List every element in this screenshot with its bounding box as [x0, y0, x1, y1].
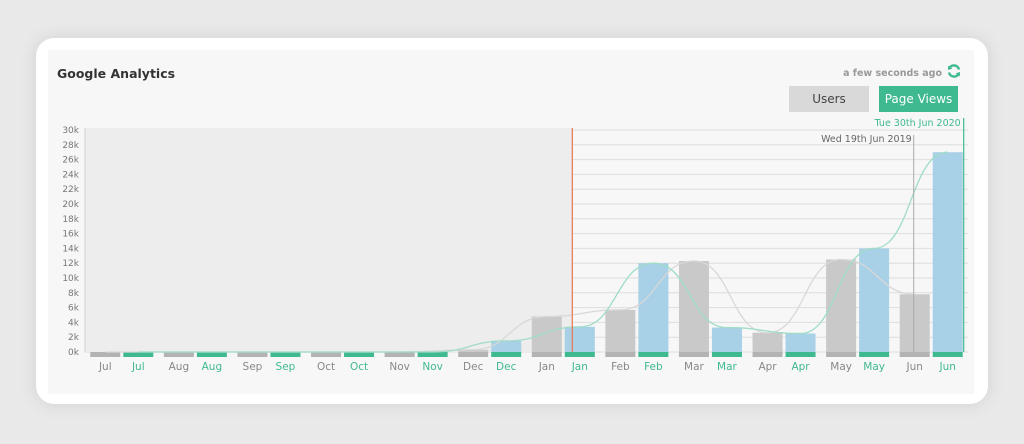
y-tick-label: 18k [62, 215, 79, 225]
x-label-current: Apr [791, 361, 810, 373]
bar-base-previous [826, 352, 857, 357]
bar-previous [752, 332, 783, 352]
bar-base-previous [163, 352, 194, 357]
marker-label-previous: Wed 19th Jun 2019 [821, 134, 912, 145]
bar-current [932, 152, 963, 352]
x-label-current: Feb [644, 361, 663, 373]
bar-previous [899, 294, 930, 352]
x-label-current: Mar [717, 361, 737, 373]
x-label-current: Oct [350, 361, 368, 373]
bar-base-current [417, 352, 448, 357]
users-button[interactable]: Users [789, 86, 869, 112]
x-label-previous: Apr [758, 361, 777, 373]
y-tick-label: 20k [62, 200, 79, 210]
bar-previous [605, 309, 636, 352]
analytics-panel: Google Analytics a few seconds ago Users… [48, 50, 974, 394]
bar-base-current [491, 352, 522, 357]
x-label-previous: Sep [243, 361, 263, 373]
y-tick-label: 2k [68, 333, 80, 343]
bar-base-previous [90, 352, 121, 357]
bar-current [711, 327, 742, 352]
y-tick-label: 12k [62, 259, 79, 269]
bar-base-current [785, 352, 816, 357]
bar-base-current [932, 352, 963, 357]
bar-current [859, 248, 890, 352]
y-tick-label: 6k [68, 304, 80, 314]
x-label-previous: Dec [463, 361, 484, 373]
x-label-current: May [863, 361, 885, 373]
last-updated-text: a few seconds ago [843, 68, 942, 79]
bar-base-current [270, 352, 301, 357]
bar-previous [678, 260, 709, 352]
bar-base-previous [237, 352, 268, 357]
x-label-current: Nov [422, 361, 443, 373]
bar-base-previous [458, 352, 489, 357]
bar-base-current [711, 352, 742, 357]
x-label-previous: Jan [538, 361, 555, 373]
x-label-previous: Nov [389, 361, 410, 373]
bar-current [564, 326, 595, 352]
y-tick-label: 24k [62, 170, 79, 180]
x-label-previous: Jul [98, 361, 112, 373]
x-label-previous: Aug [169, 361, 190, 373]
trend-line-current [138, 151, 948, 353]
analytics-card: Google Analytics a few seconds ago Users… [36, 38, 988, 404]
y-tick-label: 4k [68, 318, 80, 328]
x-label-current: Aug [202, 361, 223, 373]
bar-previous [531, 316, 562, 352]
bar-base-current [859, 352, 890, 357]
bar-current [785, 333, 816, 352]
y-tick-label: 10k [62, 274, 79, 284]
y-tick-label: 0k [68, 348, 80, 358]
bar-base-previous [899, 352, 930, 357]
x-label-current: Jun [939, 361, 956, 373]
bar-current [491, 340, 522, 352]
page-views-chart: 0k 2k 4k 6k 8k 10k 12k 14k 16k 18k 20k 22k 24k 26k 28k… [62, 118, 968, 373]
x-label-current: Dec [496, 361, 517, 373]
bar-base-previous [531, 352, 562, 357]
x-label-previous: Oct [317, 361, 335, 373]
x-label-current: Jul [131, 361, 145, 373]
bar-base-previous [752, 352, 783, 357]
y-tick-label: 8k [68, 289, 80, 299]
x-label-current: Jan [571, 361, 588, 373]
x-label-previous: Feb [611, 361, 630, 373]
y-tick-label: 16k [62, 230, 79, 240]
bar-base-previous [678, 352, 709, 357]
y-tick-label: 26k [62, 156, 79, 166]
x-label-previous: Jun [906, 361, 923, 373]
refresh-icon[interactable] [946, 63, 962, 79]
widget-title: Google Analytics [57, 66, 176, 81]
bar-base-current [638, 352, 669, 357]
bar-base-previous [384, 352, 415, 357]
marker-label-current: Tue 30th Jun 2020 [874, 118, 961, 129]
y-tick-label: 22k [62, 185, 79, 195]
bar-base-previous [605, 352, 636, 357]
y-tick-label: 28k [62, 141, 79, 151]
bar-base-current [564, 352, 595, 357]
x-label-current: Sep [276, 361, 296, 373]
shaded-region [85, 128, 573, 352]
bar-previous [458, 349, 489, 352]
y-tick-label: 30k [62, 126, 79, 136]
bar-base-current [196, 352, 227, 357]
page-views-button[interactable]: Page Views [879, 86, 958, 112]
x-label-previous: Mar [684, 361, 704, 373]
x-label-previous: May [830, 361, 852, 373]
bar-base-current [123, 352, 154, 357]
y-tick-label: 14k [62, 244, 79, 254]
bar-base-previous [311, 352, 342, 357]
bar-base-current [344, 352, 375, 357]
